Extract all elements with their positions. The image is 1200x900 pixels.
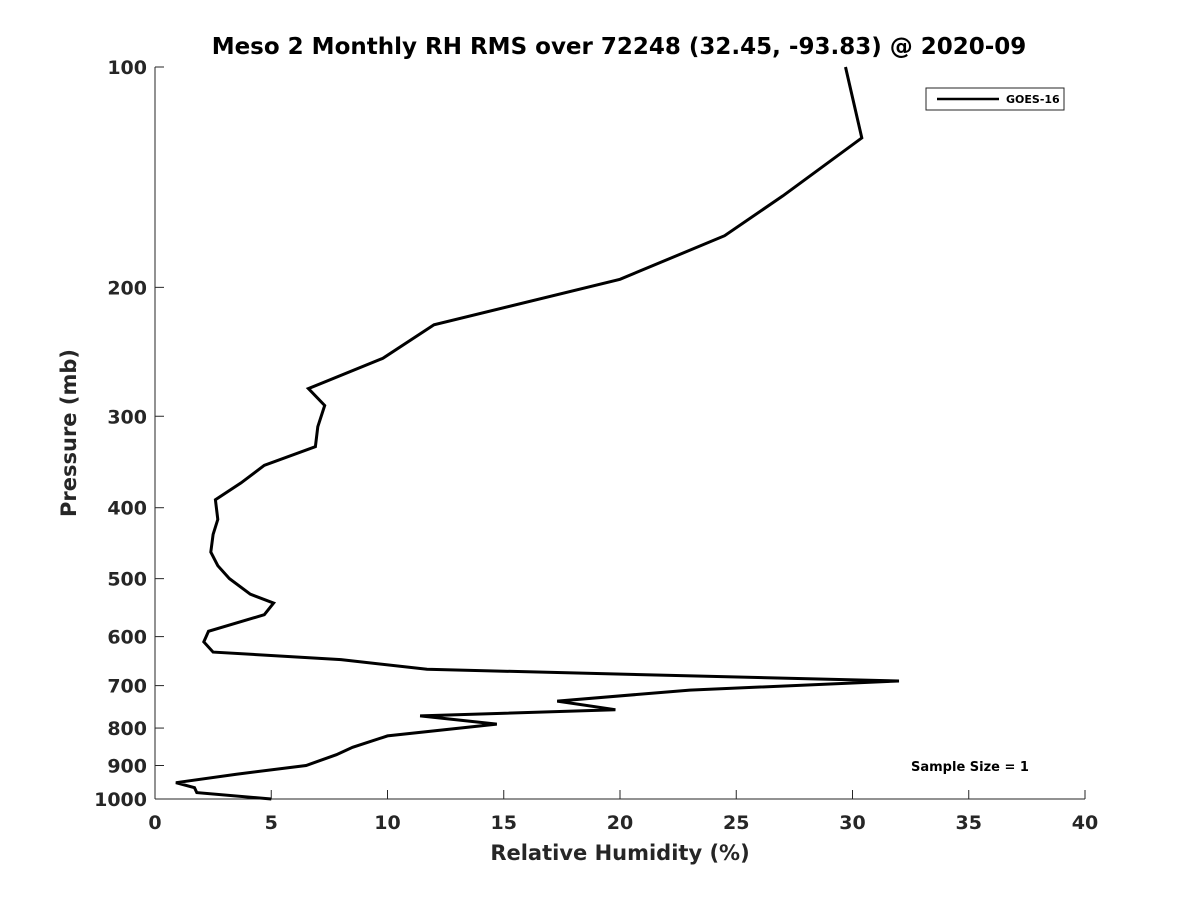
sample-size-annotation: Sample Size = 1 bbox=[911, 760, 1029, 775]
y-tick-label: 600 bbox=[107, 627, 147, 649]
y-tick-label: 1000 bbox=[94, 789, 147, 811]
x-tick-label: 40 bbox=[1072, 812, 1098, 834]
y-tick-label: 800 bbox=[107, 718, 147, 740]
x-tick-label: 30 bbox=[839, 812, 865, 834]
x-tick-label: 5 bbox=[265, 812, 278, 834]
x-axis-label: Relative Humidity (%) bbox=[490, 841, 749, 865]
x-tick-label: 0 bbox=[148, 812, 161, 834]
plot-axes bbox=[154, 67, 1085, 800]
chart-title: Meso 2 Monthly RH RMS over 72248 (32.45,… bbox=[212, 34, 1027, 60]
x-tick-label: 20 bbox=[607, 812, 633, 834]
x-tick-label: 25 bbox=[723, 812, 749, 834]
y-tick-label: 400 bbox=[107, 498, 147, 520]
x-tick-label: 10 bbox=[374, 812, 400, 834]
y-ticks: 100 200 300 400 500 600 700 800 900 1000 bbox=[94, 57, 164, 811]
x-tick-label: 15 bbox=[491, 812, 517, 834]
x-ticks: 0 5 10 15 20 25 30 35 40 bbox=[148, 790, 1098, 834]
legend-label-goes-16: GOES-16 bbox=[1006, 93, 1060, 106]
y-tick-label: 300 bbox=[107, 406, 147, 428]
y-axis-label: Pressure (mb) bbox=[57, 349, 81, 517]
y-tick-label: 900 bbox=[107, 756, 147, 778]
x-tick-label: 35 bbox=[956, 812, 982, 834]
series-group bbox=[175, 66, 900, 801]
series-line-goes-16 bbox=[175, 66, 900, 801]
y-tick-label: 100 bbox=[107, 57, 147, 79]
y-tick-label: 700 bbox=[107, 676, 147, 698]
legend: GOES-16 bbox=[925, 87, 1065, 111]
y-tick-label: 200 bbox=[107, 277, 147, 299]
y-tick-label: 500 bbox=[107, 569, 147, 591]
